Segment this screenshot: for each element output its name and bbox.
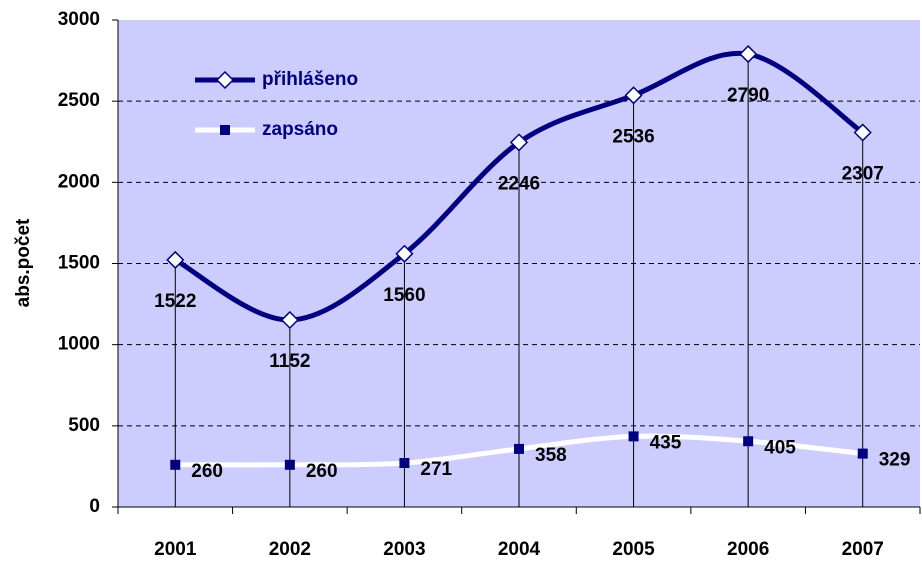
- y-tick-label: 2500: [58, 90, 100, 111]
- y-tick-label: 1000: [58, 334, 100, 355]
- legend-label: přihlášeno: [262, 69, 358, 90]
- marker: [284, 459, 295, 470]
- marker: [399, 458, 410, 469]
- marker: [215, 70, 235, 90]
- data-label: 2246: [498, 173, 540, 194]
- y-tick-label: 0: [89, 496, 100, 517]
- marker: [166, 250, 185, 269]
- marker: [739, 45, 758, 64]
- data-label: 271: [420, 459, 452, 480]
- marker: [853, 123, 872, 142]
- data-label: 1152: [269, 351, 310, 372]
- x-tick-label: 2002: [269, 539, 311, 560]
- data-label: 1522: [154, 291, 196, 312]
- x-tick-label: 2006: [727, 539, 769, 560]
- marker: [514, 443, 524, 454]
- marker: [280, 310, 299, 330]
- marker: [628, 431, 639, 442]
- data-label: 2536: [612, 126, 654, 147]
- y-tick-label: 500: [68, 415, 100, 436]
- y-axis-label: abs.počet: [13, 218, 34, 307]
- y-tick-label: 1500: [58, 253, 100, 274]
- data-label: 2307: [842, 164, 884, 185]
- data-label: 260: [306, 461, 338, 482]
- data-label: 435: [650, 432, 682, 453]
- data-label: 260: [191, 461, 223, 482]
- data-label: 358: [535, 445, 567, 466]
- y-tick-label: 2000: [58, 171, 100, 192]
- data-label: 2790: [727, 85, 769, 106]
- marker: [857, 448, 868, 459]
- x-tick-label: 2007: [842, 539, 884, 560]
- y-tick-label: 3000: [58, 9, 100, 30]
- x-tick-label: 2005: [612, 539, 655, 560]
- marker: [220, 125, 230, 135]
- marker: [395, 244, 414, 263]
- x-tick-label: 2003: [383, 539, 425, 560]
- marker: [624, 86, 643, 105]
- legend-label: zapsáno: [262, 119, 338, 140]
- data-label: 405: [764, 437, 796, 458]
- marker: [743, 436, 754, 447]
- data-label: 1560: [383, 285, 425, 306]
- x-tick-label: 2004: [498, 539, 541, 560]
- data-label: 329: [879, 450, 911, 471]
- marker: [509, 133, 529, 152]
- marker: [170, 459, 181, 470]
- x-tick-label: 2001: [154, 539, 197, 560]
